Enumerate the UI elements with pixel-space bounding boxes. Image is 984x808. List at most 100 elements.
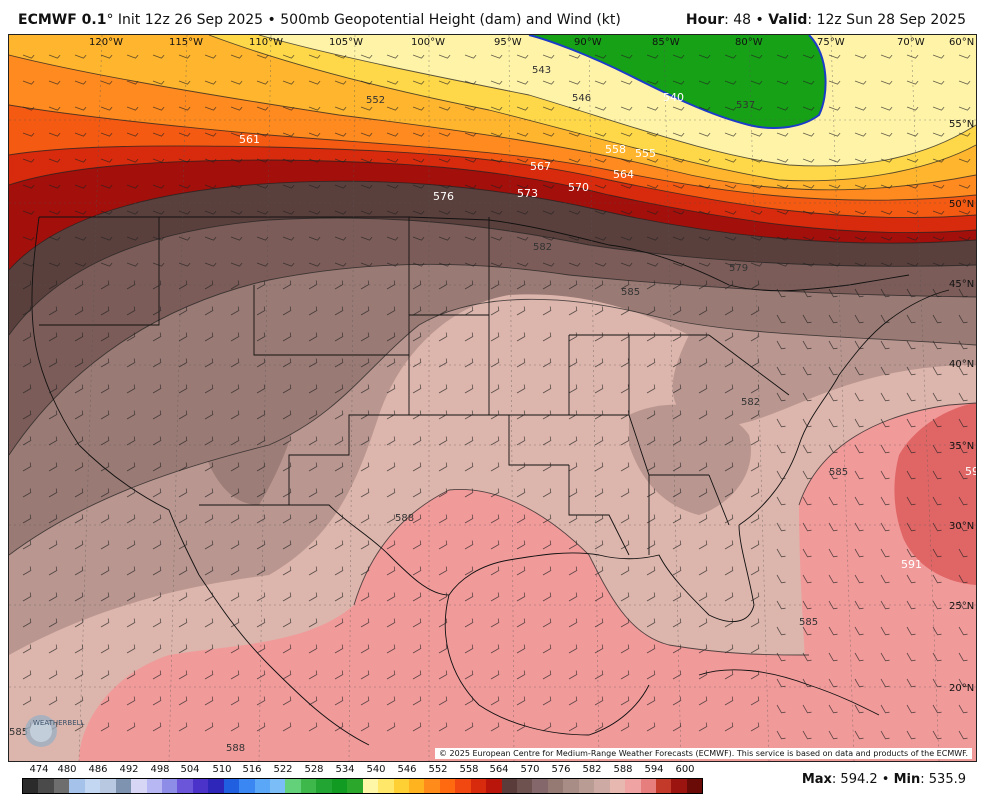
legend-swatch <box>177 779 193 793</box>
wind-barb <box>22 384 32 394</box>
wind-barb <box>724 514 734 524</box>
wind-barb <box>100 280 110 290</box>
wind-barb <box>854 652 864 662</box>
model-name: ECMWF 0.1 <box>18 12 107 28</box>
wind-barb <box>646 332 656 342</box>
wind-barb <box>204 696 214 706</box>
wind-barb <box>750 80 763 85</box>
wind-barb <box>204 184 217 189</box>
wind-barb <box>776 678 786 688</box>
wind-barb <box>750 210 763 215</box>
wind-barb <box>360 566 370 576</box>
wind-barb <box>438 722 448 732</box>
wind-barb <box>22 410 32 420</box>
wind-barb <box>334 566 344 576</box>
wind-barb <box>282 210 295 215</box>
wind-barb <box>490 358 500 368</box>
wind-barb <box>204 670 214 680</box>
weather-map[interactable]: 120°W 115°W 110°W 105°W 100°W 95°W 90°W … <box>8 34 977 762</box>
wind-barb <box>204 236 217 241</box>
wind-barb <box>724 618 734 628</box>
wind-barb <box>672 384 682 394</box>
band-southeast-brown <box>629 404 751 515</box>
wind-barb <box>854 132 867 137</box>
wind-barb <box>386 184 399 189</box>
wind-barb <box>672 158 685 163</box>
wind-barb <box>230 280 240 290</box>
wind-barb <box>360 592 370 602</box>
wind-barb <box>490 384 500 394</box>
wind-barb <box>256 158 269 163</box>
wind-barb <box>48 644 58 654</box>
wind-barb <box>958 236 971 241</box>
wind-barb <box>412 722 422 732</box>
wind-barb <box>152 210 165 215</box>
wind-barb <box>334 210 347 215</box>
wind-barb <box>412 332 422 342</box>
wind-barb <box>490 514 500 524</box>
wind-barb <box>490 644 500 654</box>
legend-swatch <box>100 779 116 793</box>
wind-barb <box>412 540 422 550</box>
wind-barb <box>308 696 318 706</box>
wind-barb <box>802 158 815 163</box>
wind-barb <box>516 80 529 85</box>
legend-label: 600 <box>675 764 695 775</box>
wind-barb <box>854 522 864 532</box>
wind-barb <box>308 488 318 498</box>
wind-barb <box>308 106 321 111</box>
wind-barb <box>802 80 815 85</box>
wind-barb <box>906 288 916 298</box>
wind-barb <box>958 522 968 532</box>
wind-barb <box>906 236 919 241</box>
wind-barb <box>22 644 32 654</box>
wind-barb <box>152 384 162 394</box>
wind-barb <box>438 158 451 163</box>
wind-barb <box>594 488 604 498</box>
wind-barb <box>256 184 269 189</box>
wind-barb <box>412 358 422 368</box>
wind-barb <box>204 54 217 59</box>
legend-swatch <box>38 779 54 793</box>
wind-barb <box>802 522 812 532</box>
contour-label: 591 <box>901 558 922 571</box>
wind-barb <box>464 384 474 394</box>
wind-barb <box>828 470 838 480</box>
wind-barb <box>932 184 945 189</box>
wind-barb <box>776 184 789 189</box>
legend-label: 474 <box>29 764 49 775</box>
wind-barb <box>880 418 890 428</box>
legend-swatch <box>331 779 348 793</box>
wind-barb <box>724 280 734 290</box>
wind-barb <box>646 488 656 498</box>
wind-barb <box>750 722 760 732</box>
wind-barb <box>854 626 864 636</box>
wind-barb <box>542 566 552 576</box>
contour-label: 579 <box>729 263 748 274</box>
contour-line <box>9 298 976 556</box>
wind-barb <box>594 332 604 342</box>
lon-label: 120°W <box>89 37 123 48</box>
wind-barb <box>126 670 136 680</box>
wind-barb <box>776 288 786 298</box>
legend-swatch <box>300 779 317 793</box>
wind-barb <box>360 462 370 472</box>
wind-barb <box>880 288 890 298</box>
wind-barb <box>464 80 477 85</box>
band-pink-dark <box>894 403 976 585</box>
wind-barb <box>880 574 890 584</box>
wind-barb <box>178 618 188 628</box>
band-pink-gulf <box>79 489 976 761</box>
wind-barb <box>308 436 318 446</box>
wind-barb <box>698 488 708 498</box>
wind-barb <box>204 592 214 602</box>
wind-barb <box>776 340 786 350</box>
wind-barb <box>958 366 968 376</box>
wind-barb <box>360 54 373 59</box>
wind-barb <box>490 410 500 420</box>
wind-barb <box>178 132 191 137</box>
wind-barb <box>152 540 162 550</box>
wind-barb <box>126 236 139 241</box>
wind-barb <box>126 410 136 420</box>
wind-barb <box>230 644 240 654</box>
